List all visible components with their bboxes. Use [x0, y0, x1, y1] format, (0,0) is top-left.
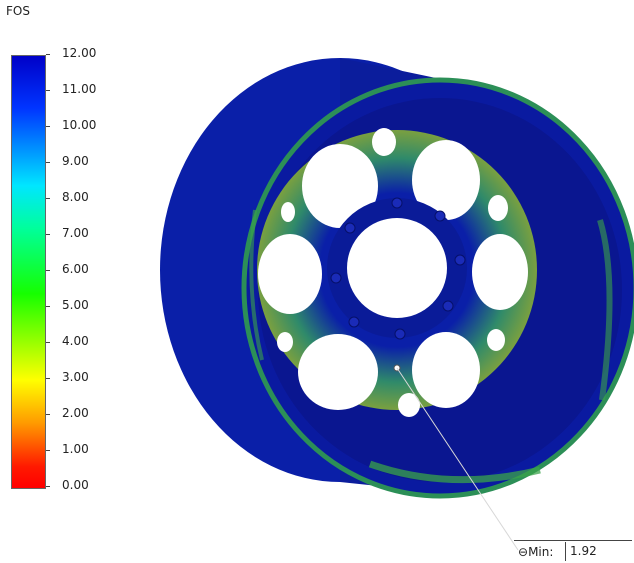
- colorbar-tick-label: 8.00: [62, 190, 89, 204]
- colorbar-tick-mark: [46, 162, 50, 163]
- rim-edge-stress-band: [249, 209, 264, 361]
- colorbar-tick-mark: [46, 342, 50, 343]
- colorbar-tick-mark: [46, 90, 50, 91]
- min-value: 1.92: [565, 542, 634, 561]
- min-label: ⊖Min:: [518, 545, 554, 559]
- colorbar-tick-label: 3.00: [62, 370, 89, 384]
- colorbar-tick-mark: [46, 486, 50, 487]
- colorbar-tick-label: 0.00: [62, 478, 89, 492]
- center-bore: [347, 218, 447, 318]
- rim-edge-stress-band: [368, 460, 541, 484]
- colorbar-tick-label: 7.00: [62, 226, 89, 240]
- colorbar-tick-mark: [46, 126, 50, 127]
- colorbar-tick-mark: [46, 54, 50, 55]
- fos-colorbar: [11, 55, 46, 489]
- colorbar-tick-mark: [46, 378, 50, 379]
- min-probe-readout: ⊖Min: 1.92: [514, 540, 632, 563]
- colorbar-tick-mark: [46, 198, 50, 199]
- colorbar-tick-mark: [46, 450, 50, 451]
- colorbar-tick-label: 10.00: [62, 118, 97, 132]
- lightening-holes: [258, 128, 528, 417]
- colorbar-tick-label: 9.00: [62, 154, 89, 168]
- bolt-holes: [330, 197, 466, 340]
- colorbar-tick-label: 1.00: [62, 442, 89, 456]
- probe-leader-line: [396, 367, 519, 551]
- probe-marker-icon: ⊖: [518, 545, 529, 559]
- colorbar-tick-label: 4.00: [62, 334, 89, 348]
- colorbar-tick-label: 5.00: [62, 298, 89, 312]
- colorbar-tick-mark: [46, 414, 50, 415]
- rim-edge-stress-band: [597, 219, 613, 401]
- colorbar-tick-label: 12.00: [62, 46, 97, 60]
- legend-title: FOS: [6, 4, 30, 18]
- colorbar-tick-mark: [46, 270, 50, 271]
- colorbar-tick-mark: [46, 306, 50, 307]
- colorbar-tick-mark: [46, 234, 50, 235]
- colorbar-tick-label: 6.00: [62, 262, 89, 276]
- colorbar-tick-label: 11.00: [62, 82, 97, 96]
- colorbar-tick-label: 2.00: [62, 406, 89, 420]
